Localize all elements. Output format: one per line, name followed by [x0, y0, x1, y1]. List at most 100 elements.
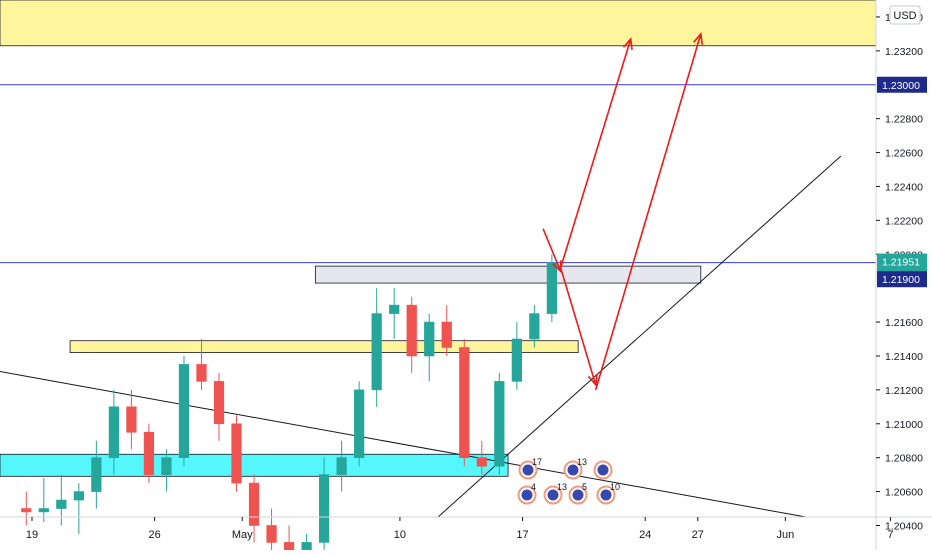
x-tick-label: 17 [516, 529, 528, 541]
candle[interactable] [248, 474, 260, 543]
economic-event-marker[interactable] [593, 460, 613, 480]
zone-resistance[interactable] [0, 0, 877, 47]
economic-event-marker[interactable]: 13 [563, 457, 588, 480]
candle[interactable] [73, 483, 84, 534]
candle[interactable] [231, 415, 242, 492]
trend-line-2[interactable] [437, 155, 842, 518]
candle-body [196, 364, 207, 382]
candle-body [476, 457, 487, 467]
flag-dot-icon [522, 464, 534, 476]
candle[interactable] [266, 508, 277, 551]
candle[interactable] [196, 339, 207, 390]
candle-body [529, 313, 540, 340]
candle[interactable] [529, 305, 540, 348]
projection-arrow[interactable] [594, 32, 704, 391]
y-tick-label: 1.22200 [885, 215, 923, 227]
economic-event-marker[interactable]: 5 [568, 482, 588, 505]
candle[interactable] [389, 288, 400, 340]
arrow-head [693, 32, 704, 45]
candle-body [441, 321, 452, 348]
candle-body [354, 389, 365, 458]
candle[interactable] [459, 339, 470, 467]
currency-label: USD [893, 10, 916, 22]
candle[interactable] [476, 440, 487, 475]
zone-support[interactable] [0, 453, 509, 477]
projection-arrow[interactable] [559, 37, 633, 269]
y-tick-label: 1.21200 [885, 385, 923, 397]
y-tick-label: 1.22400 [885, 181, 923, 193]
candle[interactable] [21, 491, 32, 526]
x-tick-label: 24 [639, 529, 651, 541]
candle[interactable] [91, 440, 102, 509]
x-tick-label: 10 [394, 529, 406, 541]
candle-body [546, 262, 557, 314]
candle-body [73, 491, 84, 501]
price-label-level-1-text: 1.23000 [882, 80, 920, 92]
y-tick-label: 1.22600 [885, 148, 923, 160]
projection-arrow[interactable] [559, 267, 598, 387]
candle-body [319, 474, 330, 543]
price-label-level-2-text: 1.21900 [882, 274, 920, 286]
candle-body [56, 499, 67, 509]
candle-body [126, 406, 137, 433]
candle-body [336, 457, 347, 475]
event-count-label: 10 [610, 482, 620, 492]
flag-dot-icon [521, 489, 533, 501]
candle[interactable] [319, 457, 330, 551]
economic-event-marker[interactable]: 4 [517, 482, 537, 505]
price-label-level-2: 1.21900 [877, 271, 927, 288]
candle[interactable] [143, 423, 155, 484]
economic-event-marker[interactable]: 13 [543, 482, 568, 505]
y-tick-label: 1.22800 [885, 114, 923, 126]
candle[interactable] [108, 389, 119, 475]
candle[interactable] [494, 372, 505, 475]
candle[interactable] [336, 440, 347, 492]
candle[interactable] [371, 288, 382, 407]
event-count-label: 5 [582, 482, 587, 492]
zone-range-top[interactable] [314, 265, 702, 284]
zone-range-mid[interactable] [69, 340, 579, 353]
candle[interactable] [511, 322, 522, 390]
candle[interactable] [424, 313, 435, 382]
candle[interactable] [38, 478, 49, 523]
candle-body [161, 457, 172, 475]
candle-body [21, 508, 32, 513]
event-count-label: 4 [531, 482, 536, 492]
candle[interactable] [178, 355, 190, 467]
candle-body [371, 313, 382, 391]
candle[interactable] [406, 296, 417, 373]
candle-body [266, 525, 277, 543]
arrow-head [552, 260, 562, 274]
currency-badge[interactable]: USD [889, 5, 921, 25]
candle[interactable] [213, 372, 225, 441]
candle[interactable] [161, 449, 172, 492]
y-tick-label: 1.20400 [885, 520, 923, 532]
event-marker-layer: 17 13 4 13 5 10 [517, 457, 621, 505]
economic-event-marker[interactable]: 17 [518, 457, 543, 480]
projection-arrow[interactable] [542, 228, 562, 274]
candle-body [424, 321, 435, 357]
flag-dot-icon [572, 489, 584, 501]
candle[interactable] [126, 389, 137, 450]
event-count-label: 17 [532, 457, 542, 467]
candle[interactable] [546, 254, 557, 323]
y-tick-label: 1.21400 [885, 351, 923, 363]
candle-body [389, 304, 400, 314]
candle[interactable] [441, 305, 452, 356]
x-tick-label: 27 [692, 529, 704, 541]
horizontal-line-layer [0, 84, 876, 264]
arrow-head [587, 373, 598, 387]
y-tick-label: 1.20600 [885, 487, 923, 499]
candle[interactable] [354, 381, 365, 467]
economic-event-marker[interactable]: 10 [596, 482, 621, 505]
x-tick-label: 19 [26, 529, 38, 541]
trend-line-layer [0, 155, 842, 518]
x-tick-label: 7 [887, 529, 893, 541]
currency-badge-frame [889, 5, 921, 25]
x-tick-label: May [232, 529, 253, 541]
trend-line-1[interactable] [0, 353, 807, 518]
